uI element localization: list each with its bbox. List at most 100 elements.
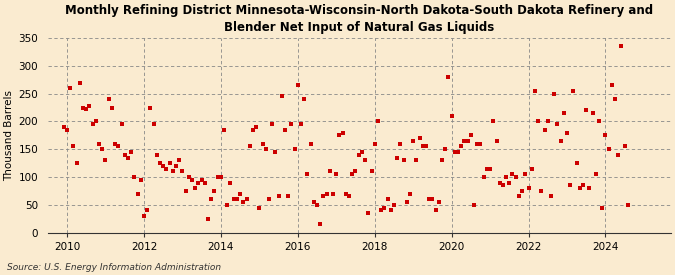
Point <box>232 197 242 201</box>
Point <box>481 166 492 171</box>
Point <box>267 122 277 127</box>
Point <box>174 158 185 163</box>
Point <box>536 189 547 193</box>
Point <box>485 166 495 171</box>
Point <box>100 158 111 163</box>
Point <box>222 203 233 207</box>
Point <box>360 158 371 163</box>
Point <box>279 128 290 132</box>
Point <box>209 189 220 193</box>
Point <box>453 150 464 154</box>
Point <box>414 136 425 140</box>
Point <box>132 191 143 196</box>
Point <box>363 211 374 215</box>
Point <box>497 183 508 188</box>
Point <box>270 150 281 154</box>
Point <box>164 161 175 165</box>
Point <box>543 119 554 124</box>
Point <box>369 141 380 146</box>
Point <box>186 178 197 182</box>
Point <box>555 139 566 143</box>
Point <box>113 144 124 149</box>
Point <box>376 208 387 213</box>
Point <box>417 144 428 149</box>
Point <box>212 175 223 179</box>
Point <box>289 147 300 152</box>
Point <box>533 119 543 124</box>
Point <box>446 114 457 118</box>
Point <box>411 158 422 163</box>
Point <box>613 153 624 157</box>
Point <box>424 197 435 201</box>
Point <box>148 122 159 127</box>
Point <box>545 194 556 199</box>
Point <box>228 197 239 201</box>
Point <box>225 180 236 185</box>
Point <box>597 205 608 210</box>
Point <box>433 200 444 204</box>
Point <box>610 97 620 101</box>
Point <box>248 128 259 132</box>
Point <box>382 197 393 201</box>
Point <box>138 214 149 218</box>
Point <box>273 194 284 199</box>
Point <box>514 194 524 199</box>
Point <box>283 194 294 199</box>
Point <box>549 92 560 96</box>
Point <box>437 158 448 163</box>
Point <box>142 208 153 213</box>
Point <box>250 125 261 129</box>
Point <box>440 147 451 152</box>
Point <box>494 180 505 185</box>
Point <box>241 197 252 201</box>
Point <box>475 141 486 146</box>
Point <box>219 128 230 132</box>
Point <box>606 83 617 87</box>
Point <box>145 105 156 110</box>
Point <box>507 172 518 177</box>
Point <box>443 75 454 79</box>
Point <box>430 208 441 213</box>
Point <box>68 144 79 149</box>
Point <box>302 172 313 177</box>
Text: Source: U.S. Energy Information Administration: Source: U.S. Energy Information Administ… <box>7 263 221 272</box>
Point <box>459 139 470 143</box>
Point <box>184 175 194 179</box>
Point <box>366 169 377 174</box>
Point <box>331 172 342 177</box>
Point <box>97 147 108 152</box>
Point <box>81 107 92 111</box>
Point <box>177 169 188 174</box>
Point <box>257 141 268 146</box>
Point <box>558 111 569 115</box>
Point <box>565 183 576 188</box>
Point <box>523 186 534 190</box>
Point <box>450 150 460 154</box>
Point <box>338 130 348 135</box>
Point <box>276 94 287 99</box>
Point <box>472 141 483 146</box>
Point <box>350 169 361 174</box>
Point <box>404 191 415 196</box>
Point <box>167 169 178 174</box>
Point <box>530 89 541 93</box>
Point <box>74 80 85 85</box>
Point <box>580 108 591 112</box>
Point <box>84 104 95 108</box>
Point <box>158 164 169 168</box>
Point <box>356 150 367 154</box>
Point <box>421 144 431 149</box>
Point <box>312 203 323 207</box>
Point <box>244 144 255 149</box>
Point <box>574 186 585 190</box>
Point <box>263 197 274 201</box>
Point <box>603 147 614 152</box>
Point <box>155 161 165 165</box>
Point <box>587 111 598 115</box>
Point <box>340 191 351 196</box>
Point <box>90 119 101 124</box>
Point <box>110 141 121 146</box>
Point <box>466 133 477 138</box>
Point <box>571 161 582 165</box>
Point <box>72 161 82 165</box>
